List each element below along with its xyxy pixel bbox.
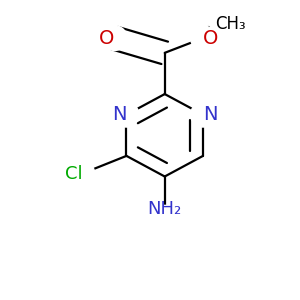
Text: NH₂: NH₂	[148, 200, 182, 218]
Text: N: N	[203, 105, 218, 124]
Circle shape	[102, 26, 127, 50]
Text: N: N	[112, 105, 126, 124]
Text: O: O	[99, 28, 115, 48]
Circle shape	[152, 206, 177, 230]
Text: O: O	[203, 28, 218, 48]
Circle shape	[70, 161, 94, 186]
Circle shape	[114, 102, 139, 127]
Text: Cl: Cl	[65, 165, 82, 183]
Circle shape	[190, 102, 215, 127]
Circle shape	[190, 26, 215, 50]
Text: CH₃: CH₃	[215, 15, 245, 33]
Circle shape	[202, 2, 227, 27]
